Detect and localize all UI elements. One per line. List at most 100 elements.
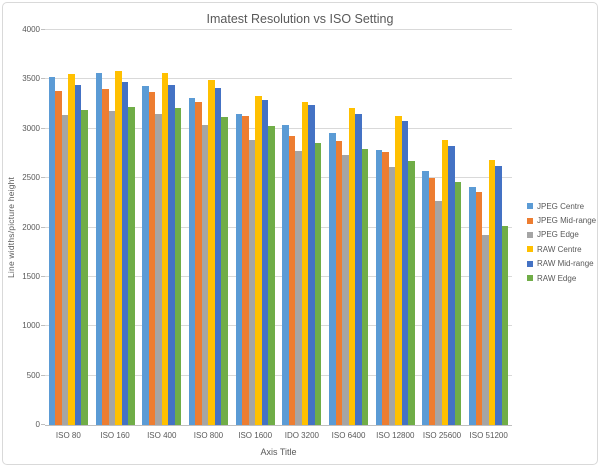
bar: [121, 82, 129, 425]
plot-area: [45, 29, 512, 426]
bar: [261, 100, 269, 425]
x-tick-label: ISO 12800: [376, 431, 415, 440]
bar: [95, 73, 103, 425]
bar: [361, 148, 369, 425]
bar: [195, 102, 202, 425]
bar: [382, 152, 389, 425]
bar: [48, 77, 56, 425]
legend-item: RAW Mid-range: [527, 257, 596, 271]
bar-group: [325, 30, 372, 425]
bar: [355, 113, 362, 425]
y-tick-mark: [41, 424, 45, 425]
bar: [295, 151, 302, 425]
bar: [448, 145, 455, 425]
bar: [488, 160, 496, 425]
y-tick-label: 3000: [22, 123, 40, 133]
legend-swatch-icon: [527, 246, 533, 253]
bar: [301, 102, 309, 425]
bar: [454, 182, 462, 425]
legend-label: JPEG Edge: [537, 230, 579, 240]
legend-item: RAW Centre: [527, 242, 596, 256]
y-tick-label: 4000: [22, 25, 40, 34]
bar: [501, 225, 509, 425]
bar: [469, 187, 476, 425]
bar: [242, 115, 249, 425]
bar: [475, 191, 483, 425]
bar-group: [185, 30, 232, 425]
y-tick-mark: [41, 127, 45, 129]
gridline: [45, 374, 512, 376]
bar: [102, 89, 109, 425]
bar-group: [279, 30, 326, 425]
x-tick-label: ISO 6400: [331, 431, 366, 440]
bar: [108, 110, 116, 425]
gridline: [45, 226, 512, 228]
bar: [201, 124, 209, 425]
bar: [214, 88, 222, 425]
y-tick-mark: [41, 177, 45, 179]
x-tick-label: ISO 25600: [422, 431, 462, 440]
y-tick-mark: [41, 275, 45, 277]
bar: [335, 140, 343, 425]
bar: [74, 85, 82, 425]
bar: [168, 85, 175, 425]
legend-item: JPEG Mid-range: [527, 213, 596, 227]
bar-group: [419, 30, 466, 425]
bar: [342, 155, 349, 425]
gridline: [45, 325, 512, 327]
bar: [314, 142, 322, 425]
bar: [155, 113, 162, 425]
legend-label: JPEG Mid-range: [537, 216, 597, 226]
gridline: [45, 29, 512, 30]
bar: [128, 107, 135, 425]
bar: [408, 161, 415, 425]
bar: [422, 171, 429, 425]
legend-item: JPEG Edge: [527, 228, 596, 242]
bar: [255, 96, 262, 425]
legend-label: RAW Edge: [537, 273, 577, 283]
x-tick-label: ISO 800: [193, 431, 224, 440]
bar: [81, 110, 88, 425]
bar: [308, 105, 315, 425]
x-tick-label: ISO 1600: [238, 431, 273, 440]
y-tick-mark: [41, 325, 45, 327]
bar-group: [92, 30, 139, 425]
bar: [55, 91, 62, 425]
bar: [441, 139, 449, 425]
x-axis-tick-labels: ISO 80 ISO 160 ISO 400 ISO 800 ISO 1600 IDO 3…: [45, 431, 512, 440]
bar: [288, 135, 296, 425]
bar: [268, 125, 275, 425]
legend-swatch-icon: [527, 260, 533, 267]
x-tick-label: ISO 51200: [469, 431, 508, 440]
bar: [161, 73, 169, 425]
x-axis-title: Axis Title: [260, 447, 297, 457]
y-tick-mark: [41, 226, 45, 228]
bar: [428, 178, 436, 425]
bar: [188, 98, 196, 425]
bar: [495, 166, 502, 425]
legend-item: JPEG Centre: [527, 199, 596, 213]
legend-label: RAW Mid-range: [537, 259, 594, 269]
legend-label: JPEG Centre: [537, 201, 585, 211]
bar: [148, 92, 156, 425]
x-tick-label: ISO 80: [55, 431, 81, 440]
bar: [435, 200, 442, 425]
bar: [348, 108, 356, 425]
bar: [329, 132, 336, 425]
bar-group: [232, 30, 279, 425]
y-tick-label: 1000: [22, 321, 40, 331]
x-tick-label: ISO 400: [147, 431, 177, 440]
legend-label: RAW Centre: [537, 244, 582, 254]
legend-swatch-icon: [527, 231, 533, 238]
bar-group: [372, 30, 419, 425]
gridline: [45, 127, 512, 129]
bar: [388, 167, 396, 425]
y-tick-label: 1500: [22, 271, 40, 281]
bar: [482, 235, 489, 425]
bar: [174, 108, 182, 425]
bar: [61, 114, 69, 425]
bar: [248, 139, 256, 425]
legend-swatch-icon: [527, 203, 533, 210]
bar-group: [45, 30, 92, 425]
